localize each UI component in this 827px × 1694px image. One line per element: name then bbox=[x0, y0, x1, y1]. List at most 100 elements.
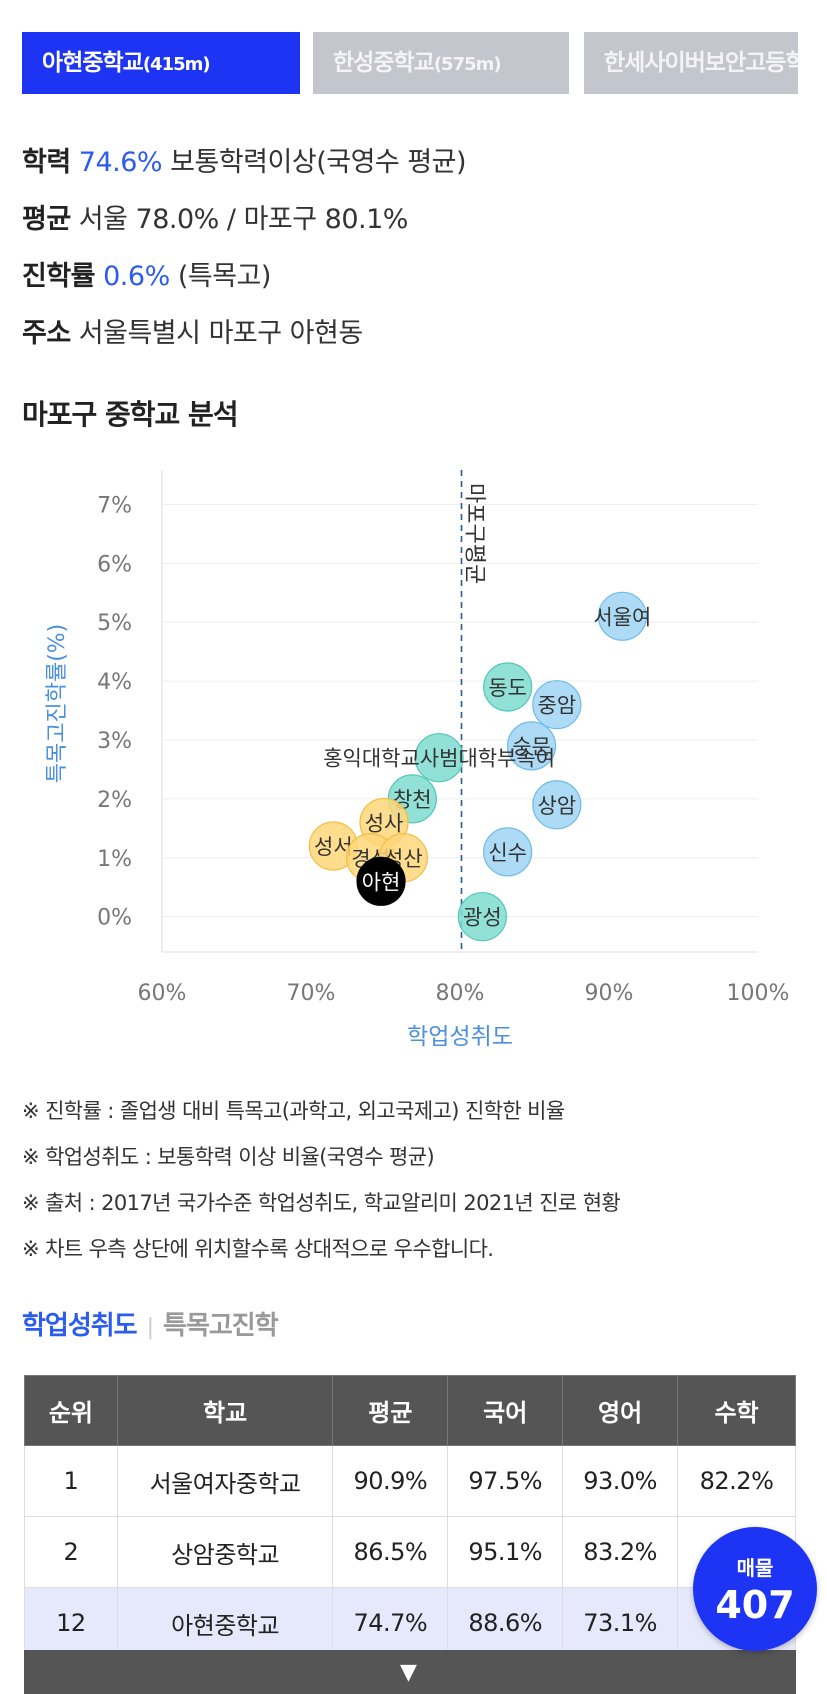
y-tick-label: 6% bbox=[97, 552, 132, 577]
listing-count-badge[interactable]: 매물 407 bbox=[693, 1527, 817, 1651]
cell-school: 상암중학교 bbox=[116, 1516, 334, 1588]
academic-label: 학력 bbox=[22, 147, 71, 178]
info-address: 주소 서울특별시 마포구 아현동 bbox=[22, 311, 363, 350]
cell-rank: 12 bbox=[24, 1587, 118, 1659]
note-1: ※ 학업성취도 : 보통학력 이상 비율(국영수 평균) bbox=[22, 1145, 435, 1169]
badge-label: 매물 bbox=[736, 1556, 774, 1580]
cell-korean: 88.6% bbox=[447, 1587, 564, 1659]
x-tick-label: 80% bbox=[436, 981, 485, 1006]
point-상암 bbox=[532, 780, 582, 830]
average-value: 서울 78.0% / 마포구 80.1% bbox=[78, 204, 409, 235]
point-label: 동도 bbox=[488, 676, 527, 700]
ranking-tabs: 학업성취도 | 특목고진학 bbox=[22, 1305, 279, 1342]
point-label: 성사 bbox=[365, 811, 404, 835]
cell-average: 90.9% bbox=[332, 1445, 449, 1517]
header-average: 평균 bbox=[332, 1375, 449, 1446]
x-tick-label: 90% bbox=[585, 981, 634, 1006]
y-tick-label: 3% bbox=[97, 729, 132, 754]
cell-school: 서울여자중학교 bbox=[116, 1445, 334, 1517]
academic-desc: 보통학력이상(국영수 평균) bbox=[170, 147, 467, 178]
cell-english: 83.2% bbox=[562, 1516, 679, 1588]
x-axis-title: 학업성취도 bbox=[407, 1024, 513, 1050]
advance-value: 0.6% bbox=[103, 261, 170, 292]
tab-special-school[interactable]: 특목고진학 bbox=[163, 1311, 279, 1341]
header-math: 수학 bbox=[677, 1375, 796, 1446]
section-title: 마포구 중학교 분석 bbox=[22, 398, 239, 431]
y-tick-label: 0% bbox=[97, 906, 132, 931]
point-동도 bbox=[483, 662, 533, 712]
x-tick-label: 60% bbox=[138, 981, 187, 1006]
point-신수 bbox=[483, 827, 533, 877]
table-header-row: 순위 학교 평균 국어 영어 수학 bbox=[24, 1375, 796, 1446]
school-tab-1-name: 한성중학교 bbox=[333, 50, 435, 76]
school-tab-2-name: 한세사이버보안고등학교 bbox=[604, 50, 798, 76]
y-tick-label: 1% bbox=[97, 847, 132, 872]
y-tick-label: 5% bbox=[97, 611, 132, 636]
point-아현 bbox=[356, 856, 406, 906]
school-tab-0-distance: (415m) bbox=[142, 54, 211, 75]
note-2: ※ 출처 : 2017년 국가수준 학업성취도, 학교알리미 2021년 진로 … bbox=[22, 1191, 621, 1215]
x-tick-label: 100% bbox=[727, 981, 790, 1006]
point-서울여 bbox=[597, 591, 648, 641]
cell-korean: 95.1% bbox=[447, 1516, 564, 1588]
table-row[interactable]: 2 상암중학교 86.5% 95.1% 83.2% 8 bbox=[24, 1516, 796, 1588]
average-label: 평균 bbox=[22, 204, 71, 235]
point-label: 서울여 bbox=[593, 605, 651, 629]
point-label: 상암 bbox=[538, 794, 577, 818]
header-korean: 국어 bbox=[447, 1375, 564, 1446]
advance-label: 진학률 bbox=[22, 261, 96, 292]
cell-english: 93.0% bbox=[562, 1445, 679, 1517]
y-tick-label: 2% bbox=[97, 788, 132, 813]
cell-rank: 1 bbox=[24, 1445, 118, 1517]
school-tab-1-distance: (575m) bbox=[433, 54, 502, 75]
point-label: 아현 bbox=[362, 870, 401, 894]
badge-count: 407 bbox=[715, 1583, 795, 1627]
y-tick-label: 7% bbox=[97, 493, 132, 518]
scatter-chart: 0% 1% 2% 3% 4% 5% 6% 7% 60% 70% 80% 90% 100% 학업성취도 특목고… bbox=[45, 470, 790, 1050]
cell-math: 82.2% bbox=[677, 1445, 796, 1517]
address-label: 주소 bbox=[22, 318, 71, 349]
school-tab-0[interactable]: 아현중학교(415m) bbox=[22, 32, 300, 94]
point-label: 중암 bbox=[538, 694, 577, 718]
school-tab-2[interactable]: 한세사이버보안고등학교 bbox=[584, 32, 798, 94]
school-tab-1[interactable]: 한성중학교(575m) bbox=[313, 32, 569, 94]
address-value: 서울특별시 마포구 아현동 bbox=[78, 318, 363, 349]
point-홍익대학교사범대학부속여 bbox=[414, 733, 464, 783]
point-label: 숭문 bbox=[512, 735, 551, 759]
cell-korean: 97.5% bbox=[447, 1445, 564, 1517]
cell-average: 74.7% bbox=[332, 1587, 449, 1659]
point-광성 bbox=[457, 892, 507, 942]
expand-table-button[interactable]: ▼ bbox=[24, 1650, 796, 1694]
info-advance: 진학률 0.6% (특목고) bbox=[22, 254, 271, 293]
average-reference-label: 마포구평균 bbox=[461, 483, 486, 584]
table-row[interactable]: 1 서울여자중학교 90.9% 97.5% 93.0% 82.2% bbox=[24, 1445, 796, 1517]
tab-academic[interactable]: 학업성취도 bbox=[22, 1311, 138, 1341]
cell-average: 86.5% bbox=[332, 1516, 449, 1588]
cell-english: 73.1% bbox=[562, 1587, 679, 1659]
cell-rank: 2 bbox=[24, 1516, 118, 1588]
school-tabs: 아현중학교(415m) 한성중학교(575m) 한세사이버보안고등학교 bbox=[22, 32, 798, 94]
point-중암 bbox=[532, 680, 582, 730]
triangle-down-icon: ▼ bbox=[400, 1660, 417, 1685]
ranking-table: 순위 학교 평균 국어 영어 수학 1 서울여자중학교 90.9% 97.5% … bbox=[24, 1375, 796, 1659]
header-rank: 순위 bbox=[24, 1375, 118, 1446]
header-english: 영어 bbox=[562, 1375, 679, 1446]
header-school: 학교 bbox=[116, 1375, 334, 1446]
tab-divider: | bbox=[146, 1315, 154, 1340]
point-label: 신수 bbox=[488, 841, 527, 865]
table-row-current[interactable]: 12 아현중학교 74.7% 88.6% 73.1% 6 bbox=[24, 1587, 796, 1659]
point-label: 광성 bbox=[463, 906, 502, 930]
advance-desc: (특목고) bbox=[177, 261, 272, 292]
school-tab-0-name: 아현중학교 bbox=[42, 50, 144, 76]
note-0: ※ 진학률 : 졸업생 대비 특목고(과학고, 외고국제고) 진학한 비율 bbox=[22, 1099, 565, 1123]
cell-school: 아현중학교 bbox=[116, 1587, 334, 1659]
point-label: 홍익대학교사범대학부속여 bbox=[323, 747, 555, 771]
info-academic: 학력 74.6% 보통학력이상(국영수 평균) bbox=[22, 140, 467, 179]
y-axis-title: 특목고진학률(%) bbox=[45, 624, 70, 784]
point-숭문 bbox=[506, 721, 557, 771]
academic-value: 74.6% bbox=[78, 147, 163, 178]
note-3: ※ 차트 우측 상단에 위치할수록 상대적으로 우수합니다. bbox=[22, 1237, 494, 1261]
x-tick-label: 70% bbox=[287, 981, 336, 1006]
info-average: 평균 서울 78.0% / 마포구 80.1% bbox=[22, 197, 408, 236]
y-tick-label: 4% bbox=[97, 670, 132, 695]
